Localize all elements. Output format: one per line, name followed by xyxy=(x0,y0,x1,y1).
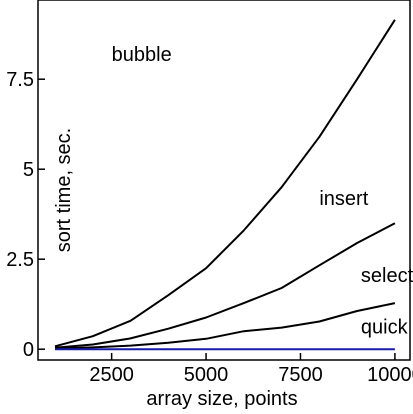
y-tick-label: 0 xyxy=(23,339,34,361)
series-line-bubble xyxy=(54,19,396,348)
x-axis-title: array size, points xyxy=(146,388,297,410)
plot-frame xyxy=(37,0,411,361)
y-axis: 0 2.5 5 7.5 xyxy=(6,69,45,361)
x-tick-label: 2500 xyxy=(89,364,134,386)
series-label-bubble: bubble xyxy=(112,44,172,66)
series-layer xyxy=(54,19,396,351)
x-tick-label: 7500 xyxy=(278,364,323,386)
y-tick-label: 7.5 xyxy=(6,69,34,91)
series-line-insert xyxy=(54,222,396,349)
series-label-layer: bubble insert select quick xyxy=(112,44,413,339)
x-tick-label: 5000 xyxy=(184,364,229,386)
series-label-select: select xyxy=(361,265,413,287)
y-tick-label: 5 xyxy=(23,159,34,181)
y-axis-title: sort time, sec. xyxy=(53,128,75,252)
series-label-insert: insert xyxy=(319,188,368,210)
series-label-quick: quick xyxy=(361,317,409,339)
y-tick-label: 2.5 xyxy=(6,249,34,271)
series-line-select xyxy=(54,302,396,350)
